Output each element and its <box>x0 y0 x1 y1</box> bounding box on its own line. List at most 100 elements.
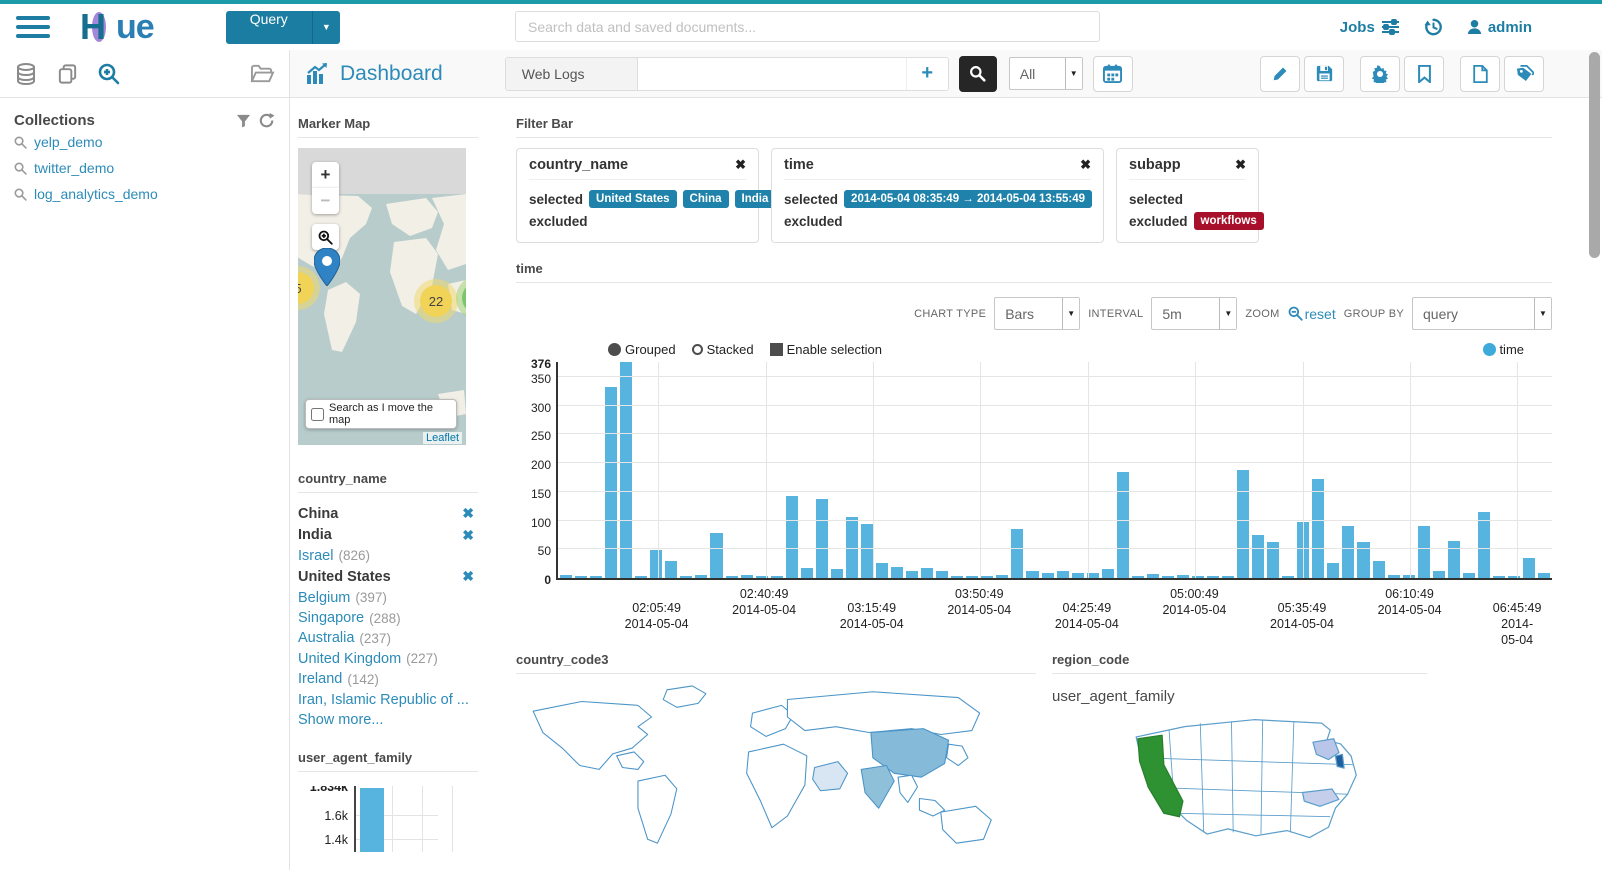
chart-bar[interactable] <box>1327 562 1340 578</box>
chart-bar[interactable] <box>1312 478 1325 578</box>
search-collections-icon[interactable] <box>97 62 121 86</box>
chart-bar[interactable] <box>1387 575 1400 578</box>
chart-bar[interactable] <box>1342 526 1355 578</box>
chart-bar[interactable] <box>1176 575 1189 578</box>
facet-item-label[interactable]: India <box>298 527 332 544</box>
chart-bar[interactable] <box>1207 576 1220 578</box>
zoom-reset-link[interactable]: reset <box>1288 306 1336 322</box>
chart-bar[interactable] <box>1372 560 1385 578</box>
show-more-link[interactable]: Show more... <box>298 711 384 728</box>
chart-bar[interactable] <box>1507 576 1520 578</box>
document-button[interactable] <box>1460 55 1500 92</box>
chart-bar[interactable] <box>845 516 858 578</box>
chart-bar[interactable] <box>1462 573 1475 578</box>
collection-chip[interactable]: Web Logs <box>505 57 638 90</box>
jobs-link[interactable]: Jobs <box>1340 19 1400 36</box>
filter-close-button[interactable]: ✖ <box>735 157 746 172</box>
facet-item-label[interactable]: Australia <box>298 630 355 647</box>
chart-bar[interactable] <box>830 569 843 578</box>
execute-search-button[interactable] <box>958 55 997 92</box>
chart-bar[interactable] <box>981 576 994 578</box>
scrollbar-thumb[interactable] <box>1589 52 1600 258</box>
chart-bar[interactable] <box>575 576 588 578</box>
chart-bar[interactable] <box>966 576 979 578</box>
chart-bar[interactable] <box>951 576 964 578</box>
facet-item-label[interactable]: United States <box>298 568 391 585</box>
map-cluster-marker[interactable]: 2 <box>456 276 466 320</box>
chart-type-select[interactable]: Bars ▼ <box>994 297 1081 330</box>
chart-bar[interactable] <box>620 362 633 578</box>
refresh-icon[interactable] <box>259 113 275 128</box>
map-marker-pin[interactable] <box>314 248 340 286</box>
edit-button[interactable] <box>1260 55 1300 92</box>
chart-bar[interactable] <box>1101 569 1114 578</box>
chart-bar[interactable] <box>1523 557 1536 578</box>
chart-bar[interactable] <box>1191 575 1205 578</box>
map-cluster-marker[interactable]: 22 <box>414 279 458 323</box>
chart-bar[interactable] <box>605 386 618 578</box>
legend-item-radio-filled[interactable]: Grouped <box>608 342 676 357</box>
map-zoom-out-button[interactable]: − <box>312 188 339 214</box>
collection-item[interactable]: log_analytics_demo <box>14 181 275 207</box>
chart-bar[interactable] <box>1252 534 1265 578</box>
chart-bar[interactable] <box>996 574 1009 578</box>
calendar-button[interactable] <box>1092 55 1133 92</box>
leaflet-map[interactable]: + − 5222 Search as I move the map Leafle… <box>298 148 466 445</box>
chart-bar[interactable] <box>695 575 708 578</box>
chart-bar[interactable] <box>1267 542 1280 578</box>
chart-bar[interactable] <box>891 567 904 578</box>
chart-bar[interactable] <box>635 576 648 578</box>
user-menu[interactable]: admin <box>1467 19 1532 36</box>
vertical-scrollbar[interactable] <box>1589 50 1600 870</box>
chart-bar[interactable] <box>560 575 573 578</box>
query-button[interactable]: Query ▼ <box>225 10 340 44</box>
chart-bar[interactable] <box>1357 542 1370 578</box>
series-legend[interactable]: time <box>1483 342 1524 357</box>
chart-bar[interactable] <box>875 562 889 578</box>
dashboard-query-input[interactable] <box>637 57 906 90</box>
chart-bar[interactable] <box>921 568 934 578</box>
facet-item-label[interactable]: Iran, Islamic Republic of ... <box>298 691 469 708</box>
facet-item-label[interactable]: China <box>298 505 339 522</box>
us-choropleth-map[interactable] <box>1104 711 1404 841</box>
chart-bar[interactable] <box>710 532 723 578</box>
chart-bar[interactable] <box>815 499 828 578</box>
chart-bar[interactable] <box>1477 511 1490 578</box>
filter-value-pill[interactable]: United States <box>589 190 677 208</box>
filter-close-button[interactable]: ✖ <box>1235 157 1246 172</box>
filter-value-pill[interactable]: 2014-05-04 08:35:49 → 2014-05-04 13:55:4… <box>844 190 1093 208</box>
search-as-move-checkbox[interactable] <box>311 407 324 421</box>
chart-bar[interactable] <box>590 576 603 578</box>
tags-button[interactable] <box>1504 55 1544 92</box>
chart-bar[interactable] <box>800 568 813 578</box>
hue-logo[interactable]: H ue <box>80 6 155 47</box>
facet-item-label[interactable]: Belgium <box>298 589 351 606</box>
filter-value-pill[interactable]: workflows <box>1193 212 1264 230</box>
chart-bar[interactable] <box>1146 573 1159 578</box>
scope-select[interactable]: All ▼ <box>1008 57 1083 90</box>
map-cluster-marker[interactable]: 5 <box>298 266 320 310</box>
chart-bar[interactable] <box>740 575 753 578</box>
chart-bar[interactable] <box>680 576 693 578</box>
chart-bar[interactable] <box>860 524 873 578</box>
chart-bar[interactable] <box>1538 573 1551 578</box>
bookmark-button[interactable] <box>1404 55 1444 92</box>
chart-bar[interactable] <box>1282 576 1295 578</box>
documents-icon[interactable] <box>56 62 79 86</box>
chart-bar[interactable] <box>1237 470 1250 578</box>
facet-remove-button[interactable]: ✖ <box>462 568 474 585</box>
save-button[interactable] <box>1304 55 1344 92</box>
legend-item-radio-empty[interactable]: Stacked <box>691 342 754 357</box>
filter-icon[interactable] <box>236 114 251 128</box>
chart-bar[interactable] <box>1056 571 1069 578</box>
chart-bar[interactable] <box>725 576 738 578</box>
facet-item-label[interactable]: Israel <box>298 547 334 564</box>
chart-bar[interactable] <box>785 496 798 578</box>
query-dropdown-caret[interactable]: ▼ <box>311 10 340 44</box>
add-widget-button[interactable]: + <box>905 57 948 90</box>
mini-chart-bar[interactable] <box>360 787 384 852</box>
chart-bar[interactable] <box>1071 573 1084 578</box>
chart-bar[interactable] <box>1402 575 1415 578</box>
chart-bar[interactable] <box>770 576 783 578</box>
collection-item[interactable]: twitter_demo <box>14 155 275 181</box>
